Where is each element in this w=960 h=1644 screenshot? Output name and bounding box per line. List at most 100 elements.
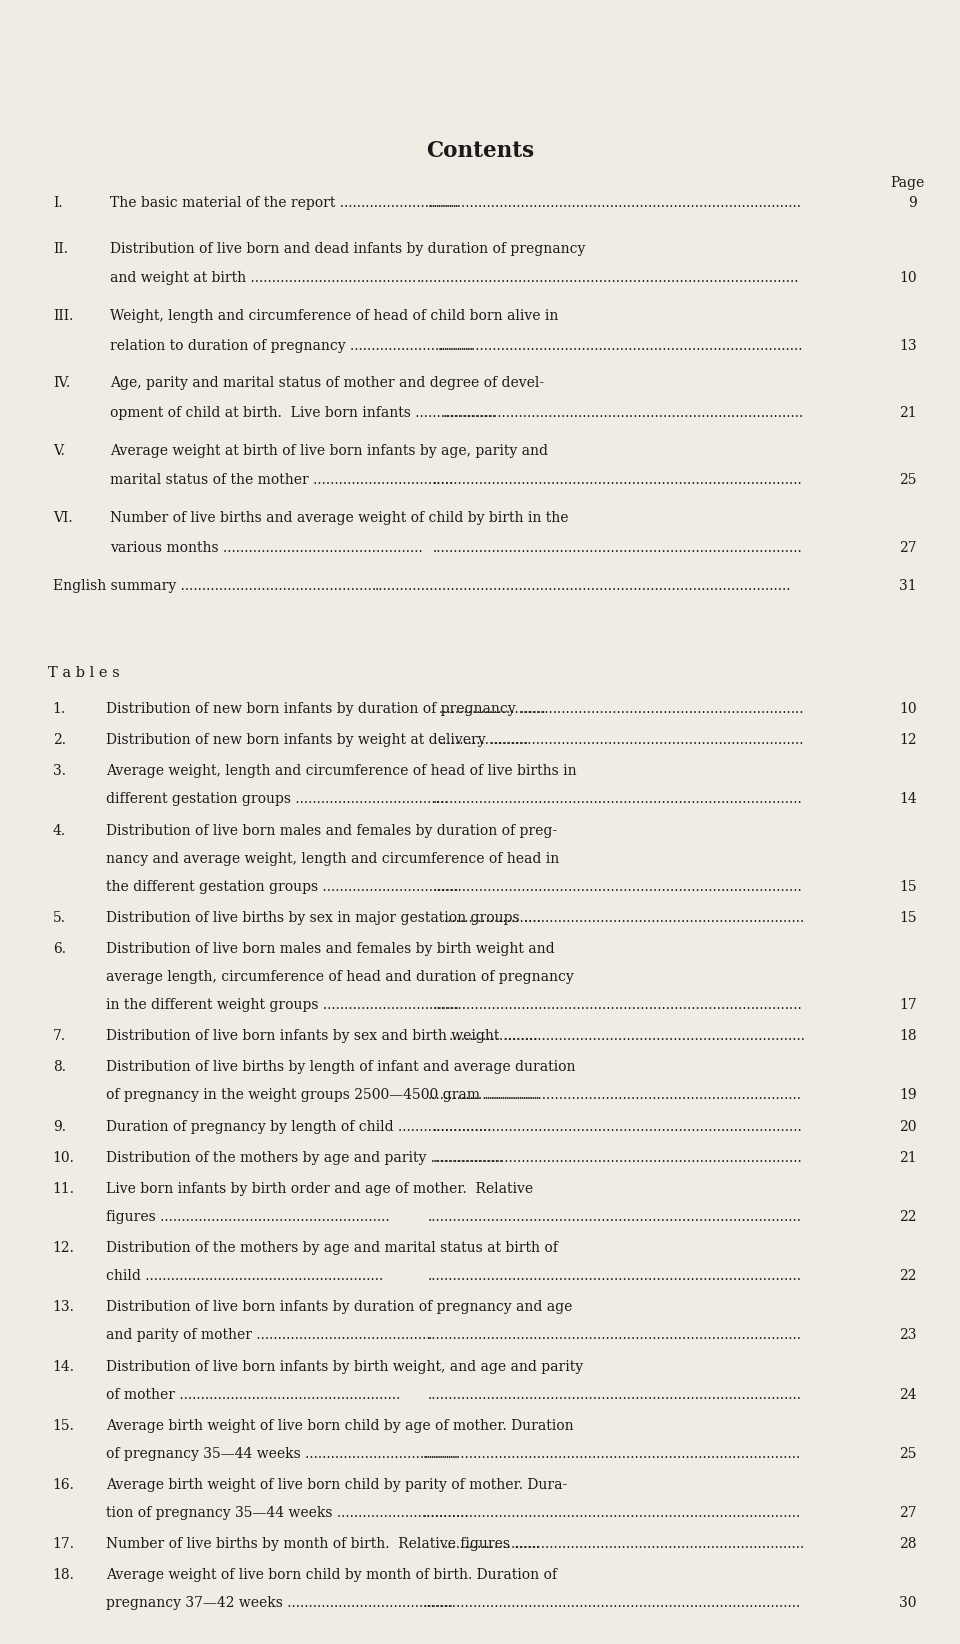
Text: The basic material of the report ............................: The basic material of the report .......… bbox=[110, 196, 459, 210]
Text: English summary ..............................................: English summary ........................… bbox=[53, 579, 376, 593]
Text: ................................................................................: ........................................… bbox=[433, 541, 803, 556]
Text: Average birth weight of live born child by age of mother. Duration: Average birth weight of live born child … bbox=[106, 1419, 573, 1434]
Text: 23: 23 bbox=[900, 1328, 917, 1343]
Text: 19: 19 bbox=[900, 1088, 917, 1103]
Text: 9: 9 bbox=[908, 196, 917, 210]
Text: ................................................................................: ........................................… bbox=[433, 998, 803, 1013]
Text: ................................................................................: ........................................… bbox=[375, 579, 792, 593]
Text: 27: 27 bbox=[900, 1506, 917, 1521]
Text: tion of pregnancy 35—44 weeks ...............................: tion of pregnancy 35—44 weeks ..........… bbox=[106, 1506, 468, 1521]
Text: relation to duration of pregnancy .............................: relation to duration of pregnancy ......… bbox=[110, 339, 473, 353]
Text: 10: 10 bbox=[900, 702, 917, 717]
Text: ................................................................................: ........................................… bbox=[439, 702, 804, 717]
Text: in the different weight groups ................................: in the different weight groups .........… bbox=[106, 998, 459, 1013]
Text: 15: 15 bbox=[900, 880, 917, 894]
Text: 27: 27 bbox=[900, 541, 917, 556]
Text: Distribution of live born infants by duration of pregnancy and age: Distribution of live born infants by dur… bbox=[106, 1300, 572, 1315]
Text: of mother ....................................................: of mother ..............................… bbox=[106, 1388, 400, 1402]
Text: T a b l e s: T a b l e s bbox=[48, 666, 120, 681]
Text: ................................................................................: ........................................… bbox=[428, 1269, 802, 1284]
Text: 21: 21 bbox=[900, 406, 917, 421]
Text: ................................................................................: ........................................… bbox=[449, 1029, 805, 1044]
Text: 25: 25 bbox=[900, 1447, 917, 1462]
Text: 14.: 14. bbox=[53, 1360, 75, 1374]
Text: Weight, length and circumference of head of child born alive in: Weight, length and circumference of head… bbox=[110, 309, 559, 324]
Text: 17.: 17. bbox=[53, 1537, 75, 1552]
Text: various months ...............................................: various months .........................… bbox=[110, 541, 423, 556]
Text: ................................................................................: ........................................… bbox=[439, 733, 804, 748]
Text: average length, circumference of head and duration of pregnancy: average length, circumference of head an… bbox=[106, 970, 573, 985]
Text: ................................................................................: ........................................… bbox=[422, 1596, 801, 1611]
Text: ................................................................................: ........................................… bbox=[418, 271, 800, 286]
Text: Distribution of new born infants by weight at delivery .........: Distribution of new born infants by weig… bbox=[106, 733, 528, 748]
Text: III.: III. bbox=[53, 309, 73, 324]
Text: 3.: 3. bbox=[53, 764, 66, 779]
Text: child ........................................................: child ..................................… bbox=[106, 1269, 383, 1284]
Text: 10: 10 bbox=[900, 271, 917, 286]
Text: 4.: 4. bbox=[53, 824, 66, 838]
Text: 21: 21 bbox=[900, 1151, 917, 1166]
Text: ................................................................................: ........................................… bbox=[433, 1151, 803, 1166]
Text: Distribution of the mothers by age and parity .................: Distribution of the mothers by age and p… bbox=[106, 1151, 503, 1166]
Text: 5.: 5. bbox=[53, 911, 66, 926]
Text: the different gestation groups ................................: the different gestation groups .........… bbox=[106, 880, 458, 894]
Text: Duration of pregnancy by length of child ......................: Duration of pregnancy by length of child… bbox=[106, 1120, 492, 1134]
Text: and weight at birth .......................................: and weight at birth ....................… bbox=[110, 271, 417, 286]
Text: different gestation groups ....................................: different gestation groups .............… bbox=[106, 792, 448, 807]
Text: figures ......................................................: figures ................................… bbox=[106, 1210, 389, 1225]
Text: 15.: 15. bbox=[53, 1419, 75, 1434]
Text: Distribution of new born infants by duration of pregnancy ......: Distribution of new born infants by dura… bbox=[106, 702, 545, 717]
Text: Distribution of live births by length of infant and average duration: Distribution of live births by length of… bbox=[106, 1060, 575, 1075]
Text: 6.: 6. bbox=[53, 942, 66, 957]
Text: 22: 22 bbox=[900, 1210, 917, 1225]
Text: Average weight at birth of live born infants by age, parity and: Average weight at birth of live born inf… bbox=[110, 444, 548, 459]
Text: Distribution of live born infants by birth weight, and age and parity: Distribution of live born infants by bir… bbox=[106, 1360, 583, 1374]
Text: ................................................................................: ........................................… bbox=[422, 1506, 801, 1521]
Text: ................................................................................: ........................................… bbox=[433, 880, 803, 894]
Text: Number of live births by month of birth.  Relative figures ......: Number of live births by month of birth.… bbox=[106, 1537, 540, 1552]
Text: ................................................................................: ........................................… bbox=[428, 1328, 802, 1343]
Text: 20: 20 bbox=[900, 1120, 917, 1134]
Text: 30: 30 bbox=[900, 1596, 917, 1611]
Text: of pregnancy in the weight groups 2500—4500 gram .............: of pregnancy in the weight groups 2500—4… bbox=[106, 1088, 540, 1103]
Text: marital status of the mother .................................: marital status of the mother ...........… bbox=[110, 473, 454, 488]
Text: opment of child at birth.  Live born infants ...................: opment of child at birth. Live born infa… bbox=[110, 406, 496, 421]
Text: 17: 17 bbox=[900, 998, 917, 1013]
Text: Live born infants by birth order and age of mother.  Relative: Live born infants by birth order and age… bbox=[106, 1182, 533, 1197]
Text: 7.: 7. bbox=[53, 1029, 66, 1044]
Text: ................................................................................: ........................................… bbox=[427, 196, 802, 210]
Text: pregnancy 37—42 weeks .......................................: pregnancy 37—42 weeks ..................… bbox=[106, 1596, 452, 1611]
Text: and parity of mother .........................................: and parity of mother ...................… bbox=[106, 1328, 430, 1343]
Text: 25: 25 bbox=[900, 473, 917, 488]
Text: IV.: IV. bbox=[53, 376, 70, 391]
Text: Contents: Contents bbox=[426, 140, 534, 161]
Text: Age, parity and marital status of mother and degree of devel-: Age, parity and marital status of mother… bbox=[110, 376, 544, 391]
Text: 2.: 2. bbox=[53, 733, 66, 748]
Text: Average birth weight of live born child by parity of mother. Dura-: Average birth weight of live born child … bbox=[106, 1478, 566, 1493]
Text: II.: II. bbox=[53, 242, 68, 256]
Text: Distribution of live born and dead infants by duration of pregnancy: Distribution of live born and dead infan… bbox=[110, 242, 586, 256]
Text: Distribution of live born infants by sex and birth weight ........: Distribution of live born infants by sex… bbox=[106, 1029, 538, 1044]
Text: ................................................................................: ........................................… bbox=[444, 1537, 804, 1552]
Text: Average weight, length and circumference of head of live births in: Average weight, length and circumference… bbox=[106, 764, 576, 779]
Text: VI.: VI. bbox=[53, 511, 72, 526]
Text: 13.: 13. bbox=[53, 1300, 75, 1315]
Text: Number of live births and average weight of child by birth in the: Number of live births and average weight… bbox=[110, 511, 569, 526]
Text: Average weight of live born child by month of birth. Duration of: Average weight of live born child by mon… bbox=[106, 1568, 557, 1583]
Text: Distribution of live births by sex in major gestation groups ....: Distribution of live births by sex in ma… bbox=[106, 911, 540, 926]
Text: 22: 22 bbox=[900, 1269, 917, 1284]
Text: ................................................................................: ........................................… bbox=[428, 1210, 802, 1225]
Text: V.: V. bbox=[53, 444, 64, 459]
Text: 14: 14 bbox=[900, 792, 917, 807]
Text: 1.: 1. bbox=[53, 702, 66, 717]
Text: Page: Page bbox=[890, 176, 924, 191]
Text: 12: 12 bbox=[900, 733, 917, 748]
Text: 11.: 11. bbox=[53, 1182, 75, 1197]
Text: ................................................................................: ........................................… bbox=[433, 473, 803, 488]
Text: ................................................................................: ........................................… bbox=[433, 1120, 803, 1134]
Text: 10.: 10. bbox=[53, 1151, 75, 1166]
Text: 12.: 12. bbox=[53, 1241, 75, 1256]
Text: 15: 15 bbox=[900, 911, 917, 926]
Text: ................................................................................: ........................................… bbox=[444, 911, 804, 926]
Text: 24: 24 bbox=[900, 1388, 917, 1402]
